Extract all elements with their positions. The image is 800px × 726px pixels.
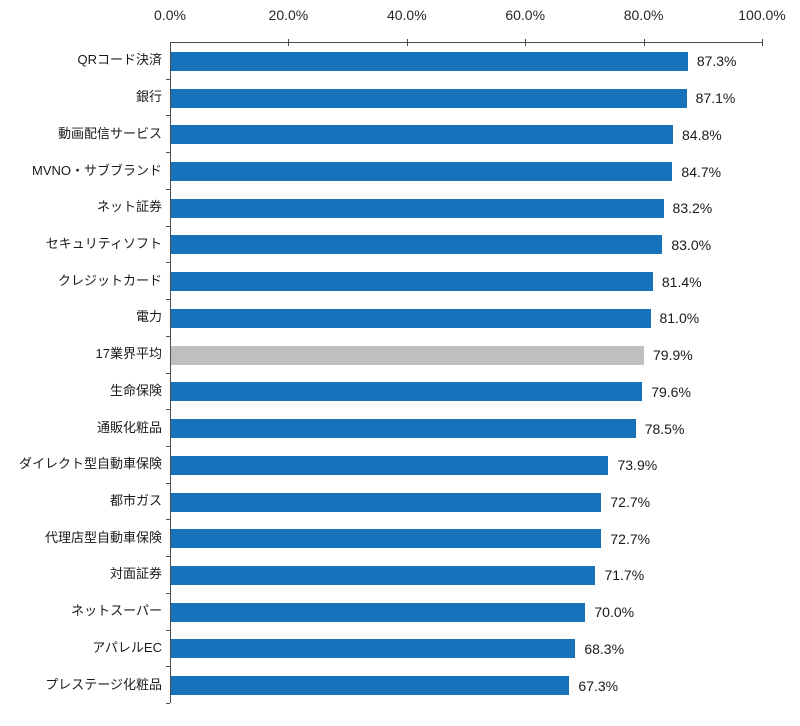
x-axis-tick-mark xyxy=(643,39,645,46)
category-label: ネットスーパー xyxy=(71,603,162,619)
bar-value-label: 81.4% xyxy=(661,273,702,290)
bar-value-label: 83.0% xyxy=(671,236,712,253)
x-axis-tick-mark xyxy=(406,39,408,46)
bar xyxy=(171,51,688,71)
bar-value-label: 67.3% xyxy=(578,677,619,694)
bar-value-label: 87.3% xyxy=(696,53,737,70)
y-axis-tick-mark xyxy=(166,226,170,227)
category-label: プレステージ化粧品 xyxy=(45,676,162,692)
bar xyxy=(171,565,596,585)
x-axis-tick-label: 40.0% xyxy=(386,7,427,23)
bar-value-label: 73.9% xyxy=(617,457,658,474)
category-label: 都市ガス xyxy=(109,493,162,509)
bar-value-label: 84.8% xyxy=(682,126,722,143)
bar xyxy=(171,235,663,255)
bar xyxy=(171,676,570,696)
y-axis-tick-mark xyxy=(166,409,170,410)
bar xyxy=(171,272,653,292)
y-axis-tick-mark xyxy=(166,79,170,80)
bar-value-label: 70.0% xyxy=(594,604,635,621)
x-axis-tick-mark xyxy=(525,39,527,46)
y-axis-tick-mark xyxy=(166,556,170,557)
y-axis-tick-mark xyxy=(166,593,170,594)
bar xyxy=(171,602,586,622)
x-axis-tick-label: 100.0% xyxy=(738,7,786,23)
bar-value-label: 87.1% xyxy=(695,90,736,107)
category-label: 代理店型自動車保険 xyxy=(44,529,162,545)
y-axis-tick-mark xyxy=(166,703,170,704)
y-axis-tick-mark xyxy=(166,373,170,374)
y-axis-tick-mark xyxy=(166,630,170,631)
y-axis-tick-mark xyxy=(166,262,170,263)
category-label: 17業界平均 xyxy=(95,346,162,362)
x-axis-tick-mark xyxy=(288,39,290,46)
category-label: 生命保険 xyxy=(109,382,162,398)
y-axis-tick-mark xyxy=(166,152,170,153)
category-label: クレジットカード xyxy=(57,272,162,288)
y-axis-tick-mark xyxy=(166,519,170,520)
bar xyxy=(171,529,602,549)
y-axis-tick-mark xyxy=(166,666,170,667)
category-label: セキュリティソフト xyxy=(45,235,162,251)
category-label: ダイレクト型自動車保険 xyxy=(18,456,162,472)
bar-value-label: 72.7% xyxy=(610,530,651,547)
y-axis-tick-mark xyxy=(166,446,170,447)
y-axis-tick-mark xyxy=(166,115,170,116)
bar xyxy=(171,125,674,145)
bar-value-label: 72.7% xyxy=(610,494,651,511)
bar xyxy=(171,455,609,475)
category-label: 通販化粧品 xyxy=(96,419,162,435)
bar-value-label: 78.5% xyxy=(644,420,685,437)
y-axis-tick-mark xyxy=(166,189,170,190)
x-axis-tick-label: 0.0% xyxy=(154,7,186,23)
bar-value-label: 83.2% xyxy=(672,200,713,217)
bar xyxy=(171,639,576,659)
category-label: 銀行 xyxy=(135,89,162,105)
category-axis: QRコード決済銀行動画配信サービス MVNO・サブブランドネット証券セキュリティソ… xyxy=(0,42,170,703)
bar-value-label: 68.3% xyxy=(584,640,625,657)
category-label: ネット証券 xyxy=(96,199,162,215)
category-label: MVNO・サブブランド xyxy=(31,162,162,178)
bar-value-label: 79.9% xyxy=(653,347,693,364)
bar-value-label: 71.7% xyxy=(604,567,645,584)
bar xyxy=(171,492,602,512)
y-axis-tick-mark xyxy=(166,299,170,300)
plot-area: 87.3% 87.1% 84.8% 84.7% 83.2% 83.0% 81.4% 81.0%… xyxy=(166,39,763,704)
y-axis-tick-mark xyxy=(166,336,170,337)
x-axis-tick-label: 60.0% xyxy=(505,7,546,23)
category-label: 対面証券 xyxy=(109,566,162,582)
category-label: アパレルEC xyxy=(92,639,162,655)
y-axis-tick-mark xyxy=(166,483,170,484)
bar xyxy=(171,345,644,365)
category-label: QRコード決済 xyxy=(77,52,162,68)
category-label: 電力 xyxy=(135,309,162,325)
bar-value-label: 81.0% xyxy=(659,310,700,327)
bar xyxy=(171,88,687,108)
bar xyxy=(171,308,651,328)
bar-value-label: 84.7% xyxy=(681,163,722,180)
bar xyxy=(171,162,673,182)
category-label: 動画配信サービス xyxy=(57,125,162,141)
x-axis-tick-label: 80.0% xyxy=(623,7,664,23)
x-axis-tick-label: 20.0% xyxy=(268,7,309,23)
bar-value-label: 79.6% xyxy=(651,383,691,400)
bar xyxy=(171,198,664,218)
bar xyxy=(171,419,636,439)
x-axis-tick-mark xyxy=(762,39,763,46)
bar xyxy=(171,382,643,402)
